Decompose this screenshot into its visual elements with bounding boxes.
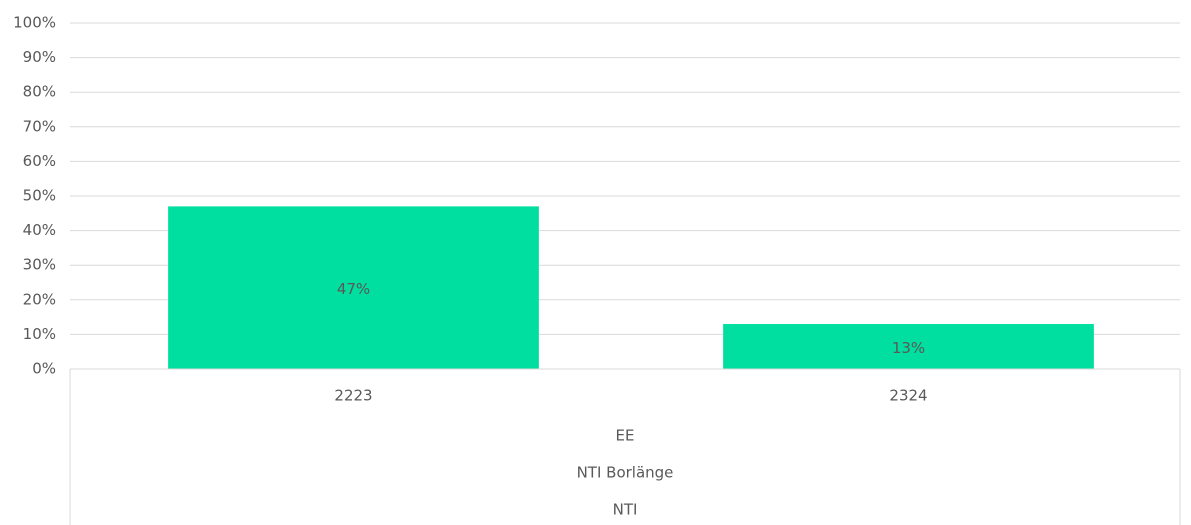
y-tick-label: 70% [23,117,56,135]
category-group-label: NTI Borlänge [577,464,674,482]
y-tick-label: 40% [23,221,56,239]
y-tick-label: 20% [23,290,56,308]
bar [723,324,1094,369]
x-tick-label: 2223 [334,387,372,405]
y-tick-label: 10% [23,325,56,343]
category-group-label: EE [616,427,635,445]
y-tick-label: 30% [23,256,56,274]
y-tick-label: 100% [13,14,56,32]
value-label: 13% [892,339,925,357]
x-tick-label: 2324 [889,387,927,405]
bar [168,206,539,369]
y-tick-label: 80% [23,83,56,101]
category-group-label: NTI [613,501,638,519]
y-tick-label: 0% [32,360,56,378]
y-tick-label: 90% [23,48,56,66]
y-tick-label: 60% [23,152,56,170]
y-tick-label: 50% [23,187,56,205]
value-label: 47% [337,280,370,298]
